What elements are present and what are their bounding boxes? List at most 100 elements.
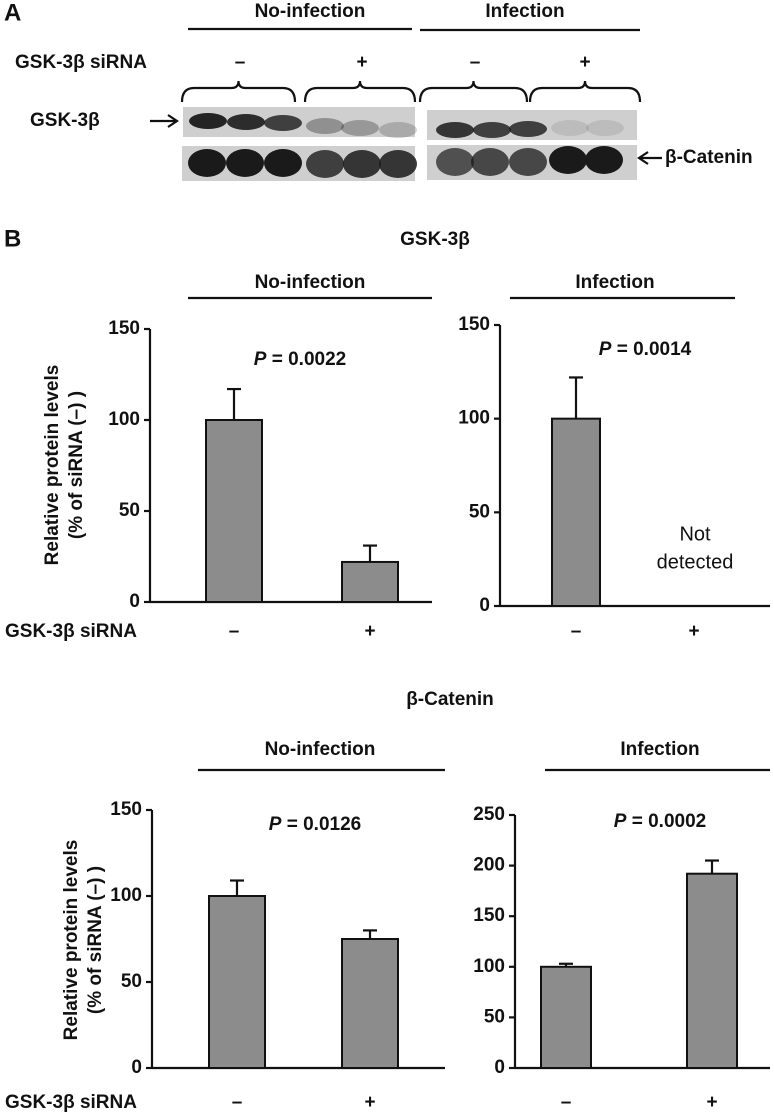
blot-band (551, 120, 589, 136)
y-tick-label: 150 (458, 314, 490, 335)
blot (180, 80, 642, 181)
p-number: = 0.0126 (287, 814, 362, 835)
y-tick-label: 100 (473, 956, 505, 977)
bar (341, 938, 399, 1069)
blot-band (343, 150, 381, 178)
y-tick-label: 150 (108, 318, 140, 339)
y-axis-label: (% of siRNA (–) ) (66, 391, 87, 539)
blot-band (379, 150, 417, 178)
y-tick-label: 0 (131, 1057, 142, 1078)
panel-label: A (4, 0, 21, 26)
x-tick-label: – (229, 621, 240, 642)
y-tick-label: 50 (121, 971, 142, 992)
sign: – (470, 52, 481, 73)
p-number: = 0.0002 (632, 811, 707, 832)
y-axis-label: Relative protein levels (42, 365, 63, 566)
bar (341, 560, 399, 604)
y-tick-label: 0 (479, 595, 490, 616)
y-tick-label: 250 (473, 804, 505, 825)
group-label: Infection (485, 1, 564, 22)
band-label: β-Catenin (665, 147, 753, 168)
bar (205, 419, 263, 603)
bar (686, 872, 738, 1069)
note: Not (679, 523, 711, 545)
y-tick-label: 100 (458, 408, 490, 429)
blot-band (227, 114, 265, 130)
y-tick-label: 50 (469, 501, 490, 522)
blot-band (306, 150, 344, 178)
x-tick-label: + (364, 621, 375, 642)
blot-band (189, 113, 227, 129)
arrow (150, 114, 179, 128)
blot-band (473, 122, 511, 138)
y-tick-label: 0 (129, 591, 140, 612)
chart-title: No-infection (265, 739, 376, 760)
y-axis-label: Relative protein levels (61, 840, 82, 1041)
y-tick-label: 100 (110, 885, 142, 906)
y-tick-label: 200 (473, 855, 505, 876)
bar (208, 895, 266, 1069)
y-tick-label: 100 (108, 409, 140, 430)
row-label: GSK-3β siRNA (15, 52, 147, 73)
y-tick-label: 50 (119, 500, 140, 521)
blot-band (188, 149, 226, 177)
arrow (637, 151, 662, 165)
p-symbol: P (269, 814, 282, 835)
panel-label: B (4, 225, 21, 252)
p-value: P = 0.0126 (269, 814, 361, 835)
p-symbol: P (599, 339, 612, 360)
y-tick-label: 0 (494, 1057, 505, 1078)
brace (180, 80, 297, 103)
bar (540, 965, 592, 1069)
x-tick-label: – (561, 1092, 572, 1113)
x-tick-label: + (706, 1092, 717, 1113)
x-axis-label: GSK-3β siRNA (5, 1092, 137, 1113)
y-tick-label: 150 (473, 905, 505, 926)
blot-band (586, 120, 624, 136)
p-number: = 0.0014 (617, 339, 692, 360)
blot-band (585, 146, 623, 174)
brace (418, 80, 529, 103)
blot-band (509, 148, 547, 176)
blot-band (306, 118, 344, 134)
x-tick-label: – (571, 621, 582, 642)
p-symbol: P (614, 811, 627, 832)
note: detected (657, 551, 734, 573)
blot-band (549, 146, 587, 174)
chart-title: Infection (620, 739, 699, 760)
y-axis-label: (% of siRNA (–) ) (85, 866, 106, 1014)
blot-band (436, 148, 474, 176)
y-tick-label: 50 (484, 1006, 505, 1027)
band-label: GSK-3β (30, 110, 100, 131)
sign: – (235, 52, 246, 73)
x-axis-label: GSK-3β siRNA (5, 621, 137, 642)
blot-band (226, 149, 264, 177)
chart-title: Infection (575, 272, 654, 293)
p-value: P = 0.0014 (599, 339, 692, 360)
x-tick-label: – (232, 1092, 243, 1113)
brace (528, 80, 642, 103)
x-tick-label: + (364, 1092, 375, 1113)
blot-band (264, 149, 302, 177)
p-value: P = 0.0022 (254, 349, 346, 370)
blot-band (509, 121, 547, 137)
bar (551, 417, 601, 607)
blot-band (341, 120, 379, 136)
p-symbol: P (254, 349, 267, 370)
p-number: = 0.0022 (272, 349, 347, 370)
p-value: P = 0.0002 (614, 811, 706, 832)
group-label: No-infection (255, 1, 366, 22)
blot-band (436, 122, 474, 138)
section-title: β-Catenin (406, 689, 494, 710)
x-tick-label: + (688, 621, 699, 642)
section-title: GSK-3β (400, 229, 470, 250)
chart-title: No-infection (255, 272, 366, 293)
blot-band (471, 148, 509, 176)
sign: + (579, 52, 590, 73)
blot-band (264, 115, 302, 131)
blot-band (379, 122, 417, 138)
sign: + (356, 52, 367, 73)
y-tick-label: 150 (110, 799, 142, 820)
brace (303, 80, 417, 103)
